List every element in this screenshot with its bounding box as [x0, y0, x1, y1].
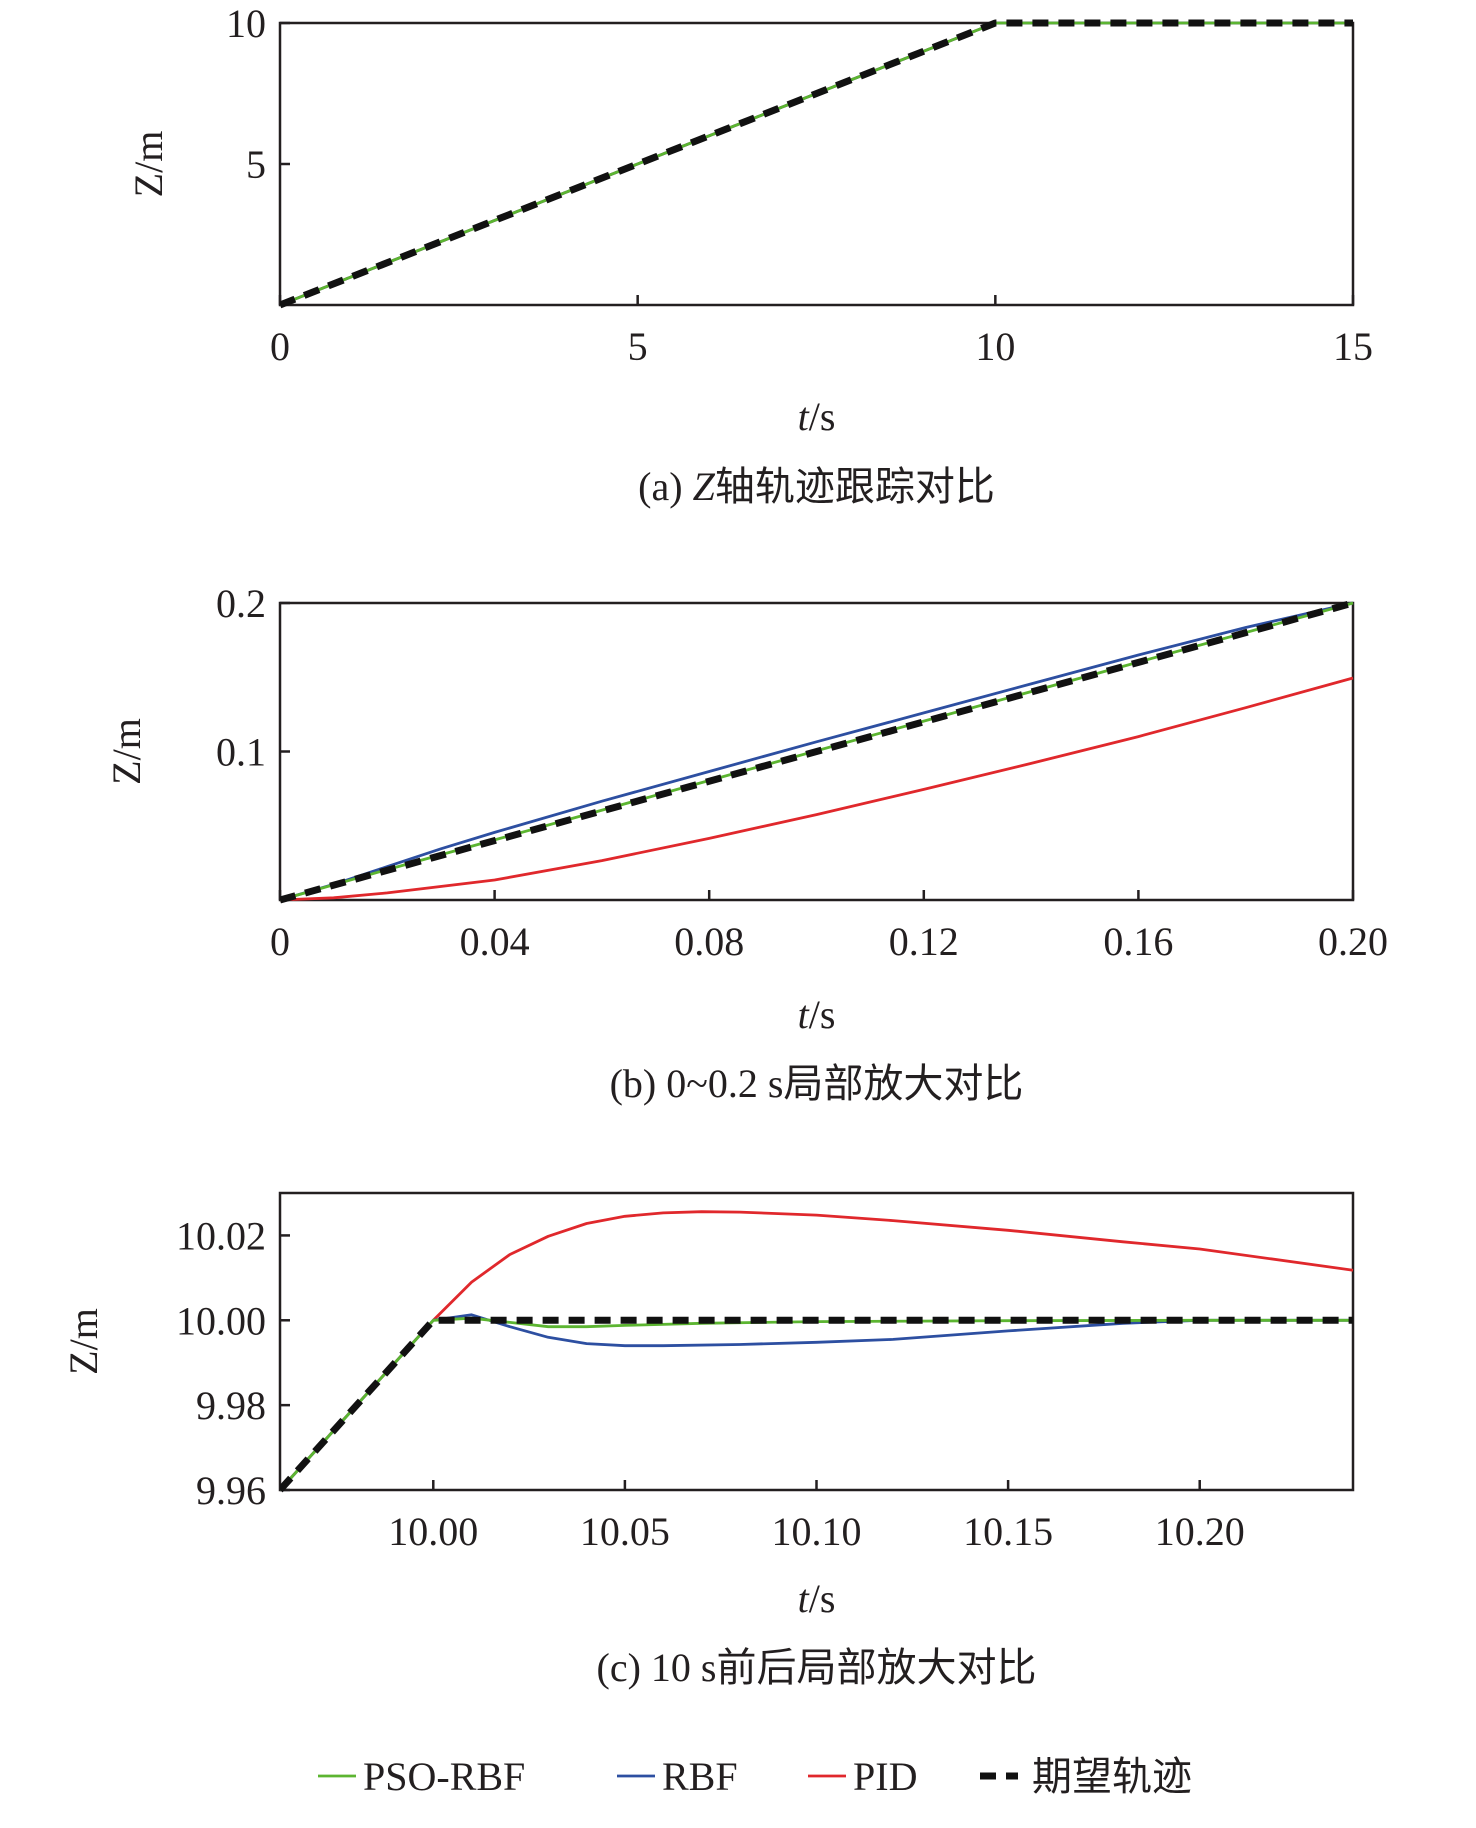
panel-a-series-rbf: [280, 21, 1353, 307]
panel-b-series-group: [280, 599, 1354, 904]
legend-label: PID: [853, 1754, 917, 1799]
panel-c-caption: (c) 10 s前后局部放大对比: [597, 1645, 1037, 1690]
panel-b-y-tick-label: 0.1: [216, 730, 266, 775]
legend-label: RBF: [662, 1754, 738, 1799]
panel-b-x-tick-label: 0.20: [1318, 919, 1388, 964]
panel-c-x-tick-label: 10.05: [580, 1509, 670, 1554]
panel-b-y-axis-label: Z/m: [104, 718, 149, 785]
panel-c-y-tick-label: 10.02: [176, 1213, 266, 1258]
panel-a-x-tick-label: 0: [270, 324, 290, 369]
panel-a-series-pid: [280, 21, 1353, 307]
panel-b-series-pid: [280, 676, 1354, 902]
panel-a-x-tick-label: 15: [1333, 324, 1373, 369]
panel-b-x-tick-label: 0: [270, 919, 290, 964]
panel-c-x-tick-label: 10.10: [772, 1509, 862, 1554]
panel-c-x-tick-label: 10.15: [963, 1509, 1053, 1554]
panel-a-plot-frame: [278, 21, 1355, 307]
panel-b-y-tick-label: 0.2: [216, 581, 266, 626]
panel-a-series-desired: [280, 19, 1353, 309]
panel-a-y-axis-label: Z/m: [126, 131, 171, 198]
panel-c-chart: 10.00 10.05 10.10 10.15 10.20 9.96 9.98 10.00 10…: [61, 1191, 1355, 1690]
panel-b-caption: (b) 0~0.2 s局部放大对比: [610, 1061, 1024, 1106]
panel-c-series-rbf: [280, 1313, 1353, 1491]
panel-c-y-tick-label: 9.98: [196, 1383, 266, 1428]
panel-a-x-tick-label: 5: [628, 324, 648, 369]
panel-b-series-rbf: [280, 601, 1354, 902]
panel-c-x-tick-label: 10.00: [388, 1509, 478, 1554]
panel-c-series-group: [280, 1210, 1354, 1493]
panel-a-chart: 0 5 10 15 5 10 t/s Z/m (a) Z轴轨迹跟踪对比: [126, 1, 1373, 509]
panel-c-x-axis-label: t/s: [798, 1576, 836, 1621]
panel-b-x-tick-label: 0.16: [1103, 919, 1173, 964]
panel-c-x-tick-label: 10.20: [1155, 1509, 1245, 1554]
panel-b-x-tick-label: 0.08: [674, 919, 744, 964]
panel-c-series-pso-rbf: [280, 1316, 1353, 1491]
panel-c-series-pid: [280, 1210, 1354, 1491]
panel-c-y-tick-label: 9.96: [196, 1468, 266, 1513]
panel-c-y-axis-label: Z/m: [61, 1308, 106, 1375]
panel-a-y-tick-label: 5: [246, 142, 266, 187]
panel-b-series-desired: [280, 599, 1354, 904]
panel-a-series-pso-rbf: [280, 21, 1353, 307]
panel-a-x-tick-label: 10: [975, 324, 1015, 369]
legend-label: 期望轨迹: [1032, 1754, 1192, 1799]
panel-a-series-group: [280, 19, 1353, 309]
panel-c-series-desired: [280, 1316, 1353, 1493]
panel-a-y-tick-label: 10: [226, 1, 266, 46]
panel-a-x-axis-label: t/s: [798, 394, 836, 439]
panel-b-x-tick-label: 0.12: [889, 919, 959, 964]
panel-c-y-tick-label: 10.00: [176, 1298, 266, 1343]
legend-label: PSO-RBF: [363, 1754, 525, 1799]
panel-a-caption: (a) Z轴轨迹跟踪对比: [638, 464, 995, 509]
panel-b-chart: 0 0.04 0.08 0.12 0.16 0.20 0.1 0.2 t/s Z/m (b) 0~0…: [104, 581, 1388, 1106]
legend: PSO-RBF RBF PID 期望轨迹: [318, 1754, 1192, 1799]
panel-b-x-axis-label: t/s: [798, 992, 836, 1037]
panel-b-x-tick-label: 0.04: [460, 919, 530, 964]
